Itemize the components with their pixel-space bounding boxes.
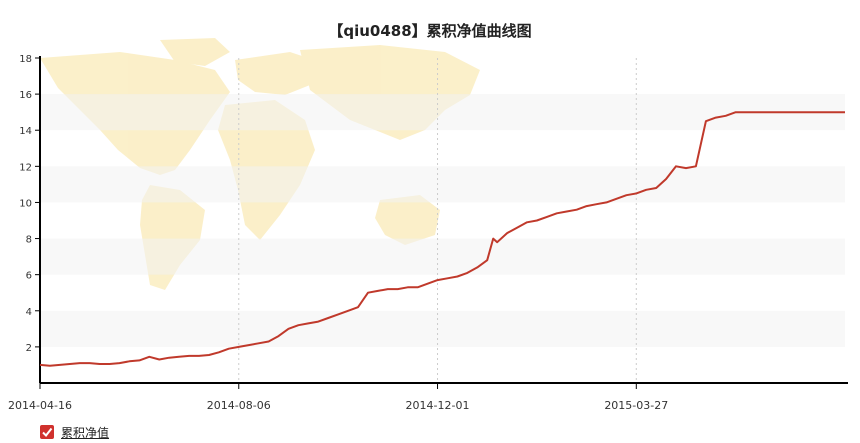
vertical-gridlines: [238, 58, 637, 383]
legend[interactable]: 累积净值: [40, 422, 109, 442]
x-tick-label: 2015-03-27: [604, 399, 668, 412]
y-tick-label: 8: [26, 235, 32, 246]
y-tick-label: 18: [19, 54, 32, 65]
map-greenland: [160, 38, 230, 66]
grid-band: [40, 238, 845, 275]
y-tick-label: 16: [19, 90, 32, 101]
x-tick-label: 2014-08-06: [207, 399, 271, 412]
map-australia: [375, 195, 440, 245]
map-europe: [235, 52, 320, 95]
y-tick-label: 4: [26, 307, 32, 318]
grid-band: [40, 310, 845, 347]
grid-bands: [40, 94, 845, 347]
grid-band: [40, 94, 845, 131]
series-layer: [39, 111, 845, 367]
y-tick-labels: 2 4 6 8 10 12 14 16 18: [19, 54, 40, 354]
chart-title: 【qiu0488】累积净值曲线图: [328, 22, 531, 40]
y-tick-label: 12: [19, 162, 32, 173]
grid-band: [40, 166, 845, 203]
axes: [39, 56, 848, 384]
y-tick-label: 14: [19, 126, 32, 137]
legend-label-cumulative-nav[interactable]: 累积净值: [61, 425, 110, 440]
x-tick-labels: 2014-04-16 2014-08-06 2014-12-01 2015-03-27: [8, 383, 668, 412]
x-tick-label: 2014-12-01: [406, 399, 470, 412]
y-tick-label: 6: [26, 271, 32, 282]
x-tick-label: 2014-04-16: [8, 399, 72, 412]
legend-checkbox[interactable]: [40, 425, 54, 439]
y-tick-label: 2: [26, 343, 32, 354]
y-tick-label: 10: [19, 198, 32, 209]
series-line-cumulative-nav: [39, 111, 845, 367]
checkmark-icon: [42, 427, 53, 438]
